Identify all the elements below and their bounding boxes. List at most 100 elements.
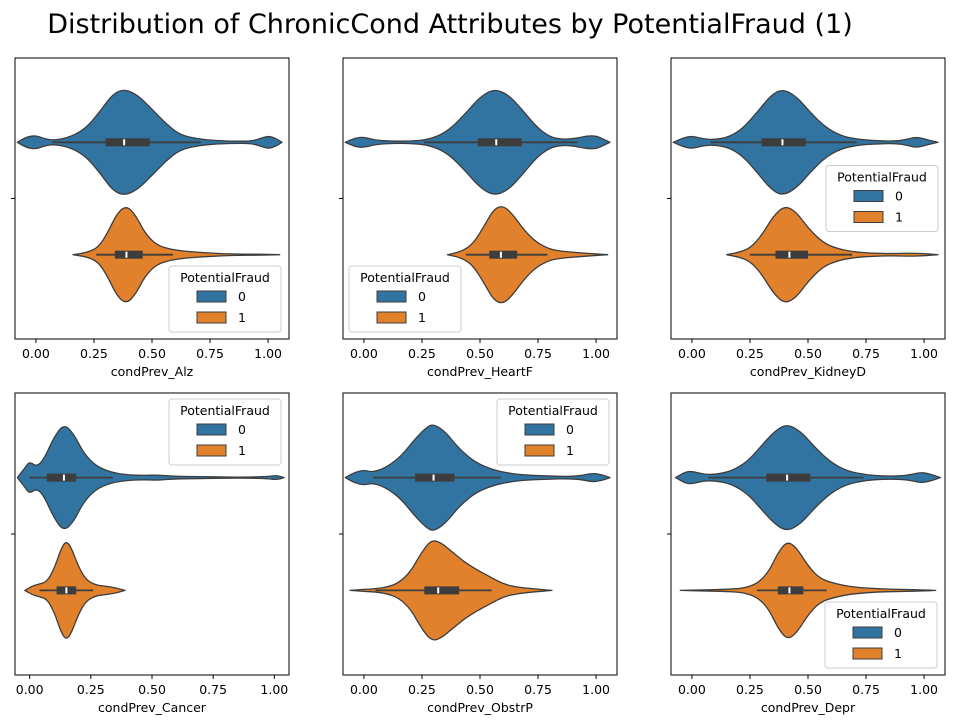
violin-median [432,474,435,481]
legend: PotentialFraud 0 1 [168,398,282,466]
violin-median [495,139,498,146]
legend-label: 0 [238,422,246,437]
violin-median [781,139,784,146]
violin-box [414,473,455,482]
legend-swatch-0 [376,290,407,303]
x-tick-label: 0.50 [466,346,494,361]
x-tick-label: 1.00 [582,682,610,697]
x-axis-label: condPrev_ObstrP [427,700,533,715]
legend-title: PotentialFraud [508,403,598,418]
x-tick-label: 0.25 [77,682,105,697]
x-axis-label: condPrev_HeartF [427,364,533,379]
violin-box [114,250,143,259]
legend-label: 0 [895,189,903,204]
legend: PotentialFraud 0 1 [496,398,610,466]
violin-median [437,587,440,594]
legend-swatch-0 [196,423,227,436]
x-tick-label: 0.50 [794,682,822,697]
legend-title: PotentialFraud [836,606,926,621]
violin-box [477,138,522,147]
violin-box [775,250,808,259]
violin-median [788,251,791,258]
x-tick-label: 0.25 [408,682,436,697]
x-tick-label: 0.75 [852,682,880,697]
x-axis-label: condPrev_KidneyD [750,364,866,379]
x-tick-label: 0.75 [524,346,552,361]
legend-label: 1 [238,310,246,325]
violin-median [62,474,65,481]
violin-median [786,474,789,481]
violin-median [499,251,502,258]
legend-swatch-1 [852,647,883,660]
legend-title: PotentialFraud [180,403,270,418]
x-axis-label: condPrev_Depr [761,700,856,715]
chart-panel-1: 0.00 0.25 0.50 0.75 1.00 condPrev_Alz Potentia… [11,57,290,379]
x-tick-label: 0.25 [736,346,764,361]
x-axis-label: condPrev_Cancer [98,700,207,715]
violin-box [777,586,804,595]
chart-panel-3: 0.00 0.25 0.50 0.75 1.00 condPrev_KidneyD Pote… [667,57,946,379]
x-tick-label: 0.00 [22,346,50,361]
legend-swatch-0 [196,290,227,303]
x-tick-label: 0.00 [350,682,378,697]
x-tick-label: 0.00 [350,346,378,361]
legend-swatch-0 [853,190,884,202]
violin-median [788,587,791,594]
legend-label: 1 [238,443,246,458]
x-tick-label: 1.00 [582,346,610,361]
violin-series-1 [72,207,281,303]
x-tick-label: 0.50 [138,682,166,697]
chart-panel-6: 0.00 0.25 0.50 0.75 1.00 condPrev_Depr Potenti… [667,392,946,715]
x-tick-label: 0.75 [852,346,880,361]
violin-median [123,139,126,146]
x-tick-label: 0.00 [678,346,706,361]
x-tick-label: 0.00 [678,682,706,697]
x-tick-label: 0.75 [199,682,227,697]
violin-median [125,251,128,258]
legend-label: 0 [566,422,574,437]
x-tick-label: 0.25 [80,346,108,361]
x-tick-label: 0.75 [196,346,224,361]
violin-box [46,473,77,482]
x-tick-label: 0.50 [138,346,166,361]
x-tick-label: 0.25 [736,682,764,697]
violin-series-0 [16,426,285,530]
figure-title: Distribution of ChronicCond Attributes b… [47,9,853,40]
legend-label: 0 [418,289,426,304]
legend-swatch-1 [196,311,227,324]
legend-title: PotentialFraud [837,170,927,185]
legend-swatch-0 [524,423,555,436]
violin-box [489,250,518,259]
violin-box [766,473,811,482]
x-axis-label: condPrev_Alz [111,364,194,379]
x-tick-label: 1.00 [260,682,288,697]
legend-label: 0 [894,625,902,640]
violin-median [65,587,68,594]
violin-box [424,586,460,595]
x-tick-label: 1.00 [910,682,938,697]
legend-swatch-1 [196,444,227,457]
legend-label: 1 [895,210,903,225]
x-tick-label: 0.50 [466,682,494,697]
violin-box [761,138,806,147]
legend-label: 0 [238,289,246,304]
x-tick-label: 0.75 [524,682,552,697]
legend-swatch-0 [852,626,883,639]
chart-panel-5: 0.00 0.25 0.50 0.75 1.00 condPrev_ObstrP Poten… [339,392,618,715]
violin-box [105,138,150,147]
legend-swatch-1 [524,444,555,457]
chart-panel-4: 0.00 0.25 0.50 0.75 1.00 condPrev_Cancer Poten… [11,392,290,715]
legend-title: PotentialFraud [180,270,270,285]
legend-swatch-1 [376,311,407,324]
x-tick-label: 0.50 [794,346,822,361]
legend-swatch-1 [853,211,884,223]
legend-title: PotentialFraud [360,270,450,285]
legend: PotentialFraud 0 1 [825,165,939,232]
legend-label: 1 [894,646,902,661]
legend-label: 1 [566,443,574,458]
x-tick-label: 1.00 [910,346,938,361]
legend: PotentialFraud 0 1 [168,265,282,333]
legend-label: 1 [418,310,426,325]
chart-panel-2: 0.00 0.25 0.50 0.75 1.00 condPrev_HeartF Poten… [339,57,618,379]
